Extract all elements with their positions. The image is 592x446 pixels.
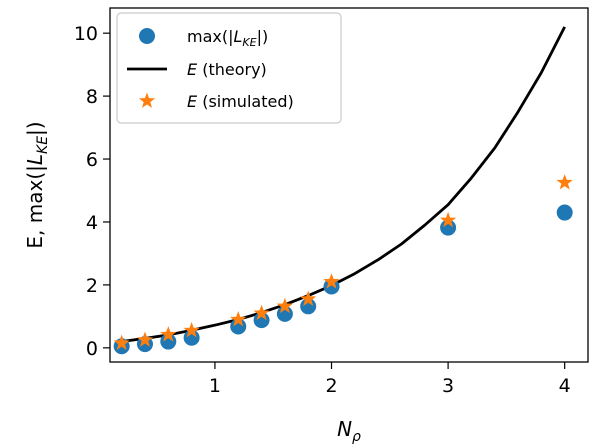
axis-ticks: 1 2 3 4 0 2 4 6 8 10 [74,23,571,397]
data-point-star [136,331,154,347]
data-point-star [323,273,340,289]
legend-label-simulated: E (simulated) [187,92,294,111]
data-point-circle [300,298,317,315]
data-point-star [440,211,457,228]
y-tick-label: 8 [86,86,98,108]
data-point-star [300,290,317,306]
x-tick-label: 1 [209,375,221,397]
x-tick-label: 4 [559,375,571,397]
y-tick-label: 0 [86,338,98,360]
data-point-star [113,334,130,350]
plot-area [113,26,573,355]
data-point-circle [253,312,270,329]
x-tick-label: 2 [325,375,337,397]
y-tick-label: 2 [86,275,98,297]
data-point-star [276,297,293,314]
y-tick-label: 6 [86,149,98,171]
data-point-circle [230,318,247,335]
data-point-star [160,326,177,342]
x-tick-label: 3 [442,375,454,397]
data-point-star [556,174,573,190]
legend: max(|LKE|) E (theory) E (simulated) [116,12,342,124]
legend-box [116,12,342,124]
y-tick-label: 10 [74,23,98,45]
data-point-circle [160,333,177,350]
axes-frame [109,7,589,363]
data-point-circle [440,219,457,236]
axis-labels: Nρ E, max(|LKE|) [23,121,361,445]
y-axis-label: E, max(|LKE|) [23,121,51,248]
data-point-star [230,311,247,327]
data-point-circle [556,204,573,221]
data-point-circle [323,278,340,295]
data-point-star [253,304,270,321]
x-axis-label: Nρ [337,417,361,445]
legend-label-theory: E (theory) [187,60,267,79]
y-tick-label: 4 [86,212,98,234]
legend-marker-circle [139,28,155,44]
legend-marker-star [138,92,156,108]
data-point-star [183,322,200,338]
data-point-circle [183,329,200,346]
legend-label-max-lke: max(|LKE|) [187,27,268,49]
